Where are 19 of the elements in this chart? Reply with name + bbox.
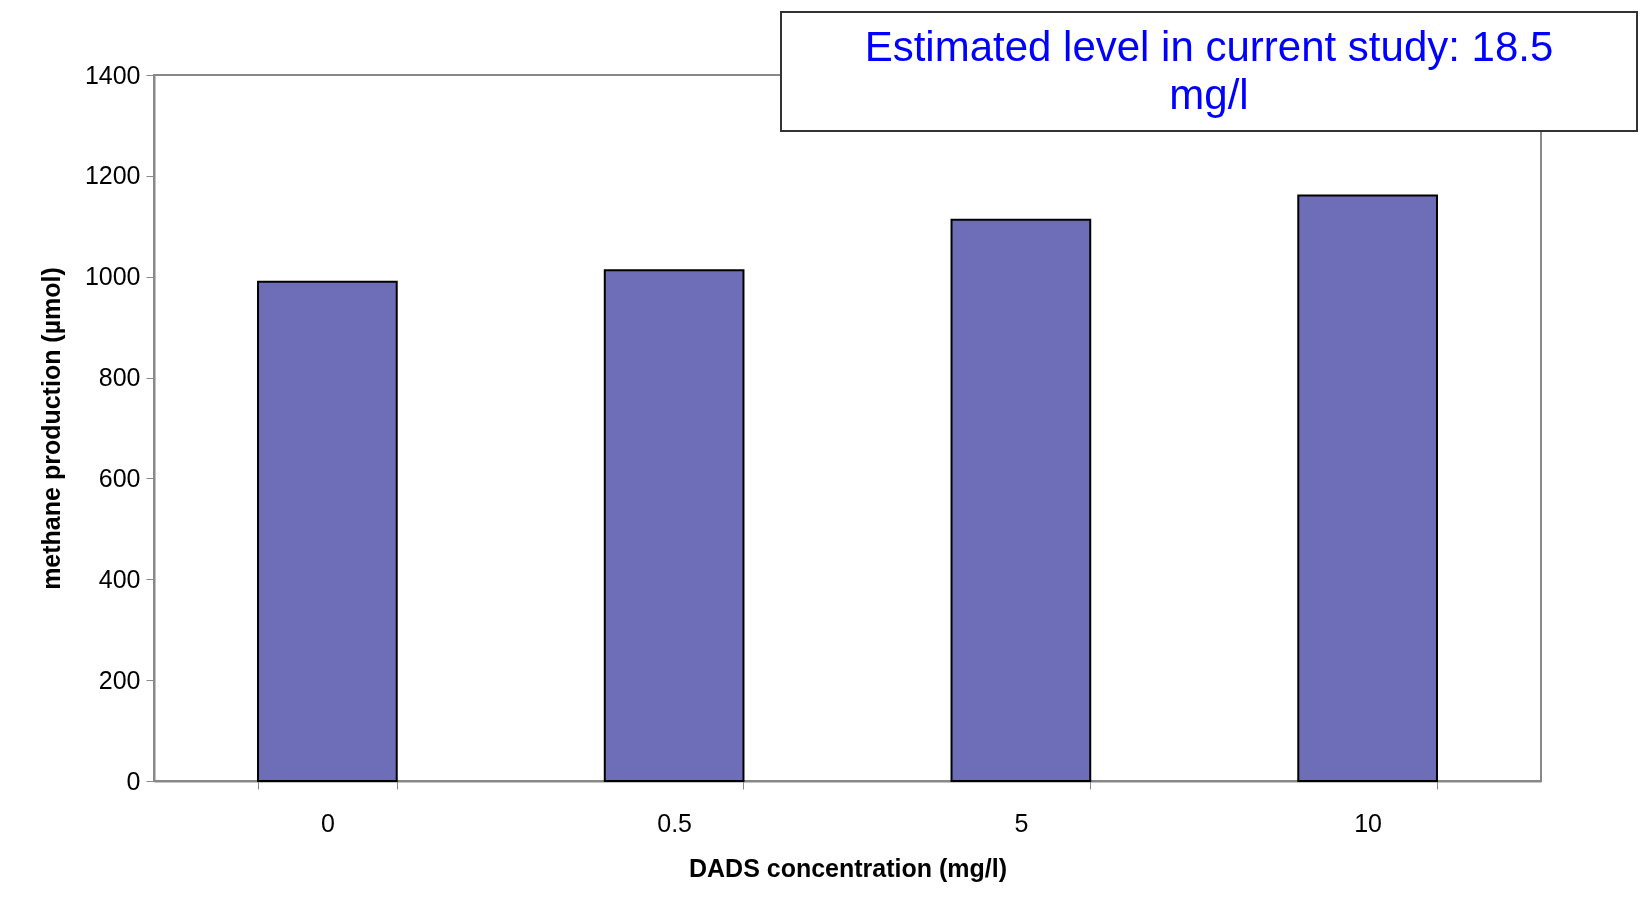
x-tick-label: 0 <box>320 808 335 837</box>
x-tick-label: 0.5 <box>657 808 693 837</box>
y-tick-label: 400 <box>98 564 141 593</box>
bar <box>257 280 398 782</box>
y-tick-label: 1000 <box>84 262 141 291</box>
y-tick-label: 0 <box>126 766 141 795</box>
x-axis-title: DADS concentration (mg/l) <box>688 853 1008 882</box>
x-tick-label: 5 <box>1014 808 1029 837</box>
x-tick-label: 10 <box>1354 808 1383 837</box>
bar <box>1297 194 1438 782</box>
y-tick-label: 1200 <box>84 161 141 190</box>
y-tick-label: 600 <box>98 463 141 492</box>
bar <box>950 218 1092 782</box>
y-tick-label: 1400 <box>84 60 141 89</box>
bar <box>603 269 745 782</box>
note-box: Estimated level in current study: 18.5 mg/l <box>780 11 1638 132</box>
y-tick-label: 800 <box>98 363 141 392</box>
y-axis-title: methane production (µmol) <box>36 267 65 590</box>
y-tick-label: 200 <box>98 665 141 694</box>
